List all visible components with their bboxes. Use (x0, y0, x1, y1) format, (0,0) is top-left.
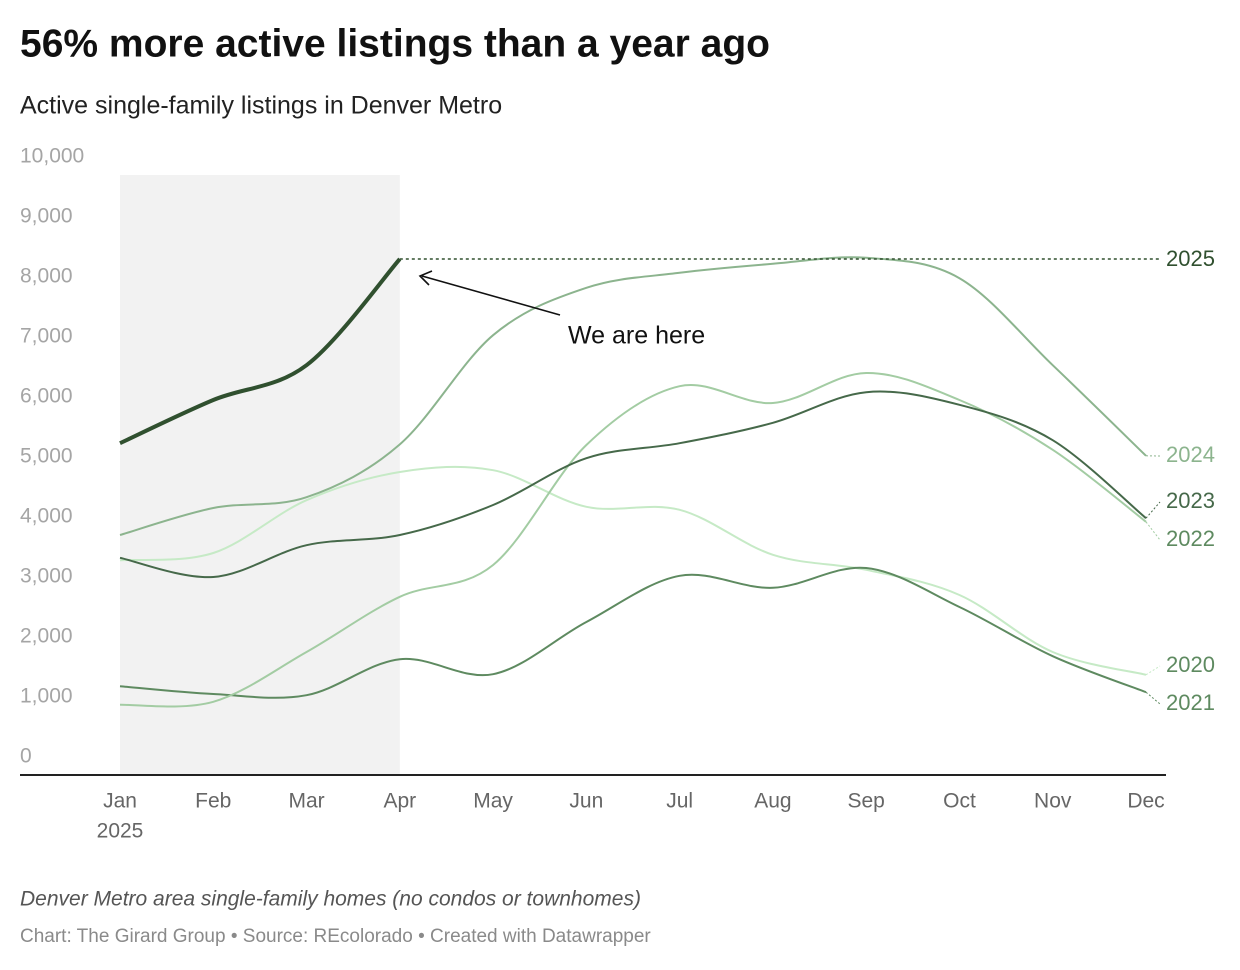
note: Denver Metro area single-family homes (n… (20, 888, 641, 911)
leader-line (1145, 501, 1161, 519)
x-year-label: 2025 (97, 820, 144, 843)
series-line (119, 371, 1147, 708)
series-line (119, 257, 402, 446)
y-tick-label: 6,000 (20, 385, 73, 408)
x-tick-label: Oct (943, 790, 976, 813)
x-tick-label: May (473, 790, 513, 813)
highlight-band (120, 175, 400, 775)
y-tick-label: 10,000 (20, 145, 84, 168)
x-tick-label: Aug (754, 790, 791, 813)
y-tick-label: 9,000 (20, 205, 73, 228)
y-tick-label: 8,000 (20, 265, 73, 288)
series-label: 2021 (1166, 690, 1215, 715)
credit: Chart: The Girard Group • Source: REcolo… (20, 926, 651, 947)
series-line (119, 465, 1147, 676)
y-tick-label: 4,000 (20, 505, 73, 528)
y-tick-label: 2,000 (20, 625, 73, 648)
series-label: 2022 (1166, 526, 1215, 551)
x-tick-label: Nov (1034, 790, 1072, 813)
x-tick-label: Dec (1127, 790, 1164, 813)
x-tick-label: Jul (666, 790, 693, 813)
annotation: We are here (568, 322, 705, 350)
y-tick-label: 5,000 (20, 445, 73, 468)
series-line (119, 390, 1147, 579)
series-label: 2023 (1166, 488, 1215, 513)
leader-line (1145, 521, 1161, 541)
leader-line (1145, 665, 1161, 676)
x-tick-label: Apr (383, 790, 416, 813)
annotation-arrowhead (418, 270, 433, 286)
x-tick-label: Jan (103, 790, 137, 813)
y-tick-label: 0 (20, 745, 32, 768)
x-tick-label: Feb (195, 790, 231, 813)
series-line (119, 566, 1147, 699)
series-line (119, 256, 1147, 536)
series-label: 2020 (1166, 652, 1215, 677)
annotation-arrow (421, 275, 561, 316)
chart-subtitle: Active single-family listings in Denver … (20, 92, 502, 120)
leader-line (1145, 691, 1161, 705)
series-label: 2024 (1166, 442, 1215, 467)
y-tick-label: 3,000 (20, 565, 73, 588)
series-label: 2025 (1166, 246, 1215, 271)
x-tick-label: Jun (569, 790, 603, 813)
x-tick-label: Mar (288, 790, 324, 813)
x-tick-label: Sep (847, 790, 884, 813)
chart-title: 56% more active listings than a year ago (20, 22, 770, 65)
y-tick-label: 1,000 (20, 685, 73, 708)
y-tick-label: 7,000 (20, 325, 73, 348)
